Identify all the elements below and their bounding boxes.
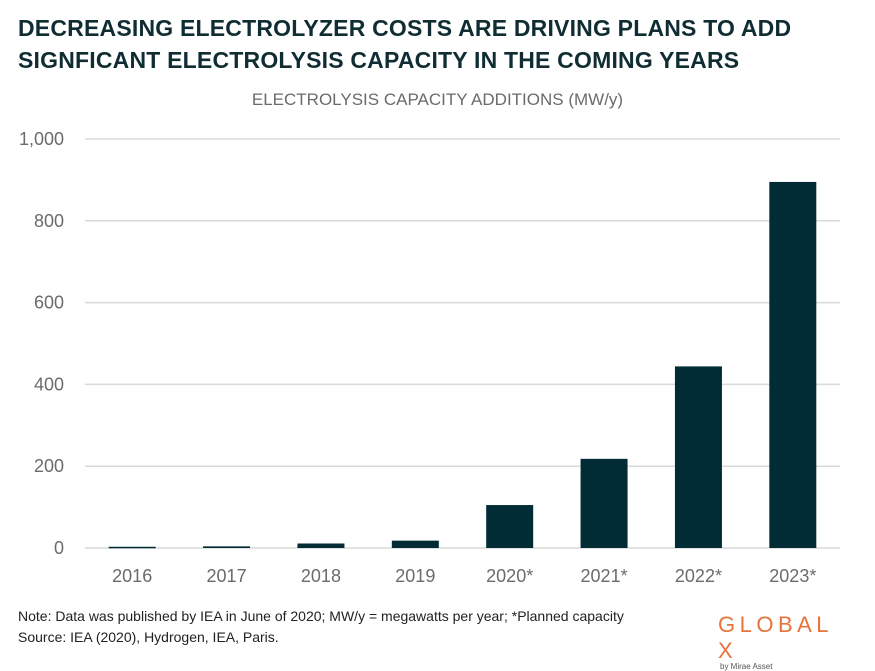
bar-2018 [297,543,345,548]
y-tick-label: 800 [34,211,64,231]
bar-2019 [391,540,439,548]
y-tick-label: 1,000 [19,129,64,149]
bar-2022 [674,366,722,548]
x-tick-label: 2022* [675,566,722,586]
bar-2020 [486,505,534,548]
global-x-logo: GLOBAL X by Mirae Asset [718,612,853,671]
footnote-note: Note: Data was published by IEA in June … [18,608,624,624]
footnote: Note: Data was published by IEA in June … [18,606,624,648]
logo-subtext: by Mirae Asset [720,662,773,671]
x-tick-label: 2023* [769,566,816,586]
x-tick-label: 2019 [395,566,435,586]
y-tick-label: 600 [34,293,64,313]
x-tick-label: 2020* [486,566,533,586]
chart-title: ELECTROLYSIS CAPACITY ADDITIONS (MW/y) [251,90,624,109]
bar-2017 [203,546,251,548]
x-tick-label: 2018 [301,566,341,586]
x-tick-label: 2021* [581,566,628,586]
gridlines [85,138,840,549]
x-tick-label: 2017 [207,566,247,586]
x-tick-label: 2016 [112,566,152,586]
footnote-source: Source: IEA (2020), Hydrogen, IEA, Paris… [18,629,279,645]
bar-2023 [769,181,817,548]
bar-2016 [108,546,156,549]
x-axis-ticks: 2016 2017 2018 2019 2020* 2021* 2022* 2023* [112,566,816,586]
bar-2021 [580,458,628,548]
y-tick-label: 0 [54,538,64,558]
y-tick-label: 400 [34,374,64,394]
y-axis-ticks: 0 200 400 600 800 1,000 [19,129,64,558]
logo-wordmark: GLOBAL X [718,612,833,663]
y-tick-label: 200 [34,456,64,476]
bar-chart: 0 200 400 600 800 1,000 2016 2017 2018 2019 2020*… [19,129,840,586]
chart-headline: DECREASING ELECTROLYZER COSTS ARE DRIVIN… [18,15,792,73]
bars [108,181,817,549]
